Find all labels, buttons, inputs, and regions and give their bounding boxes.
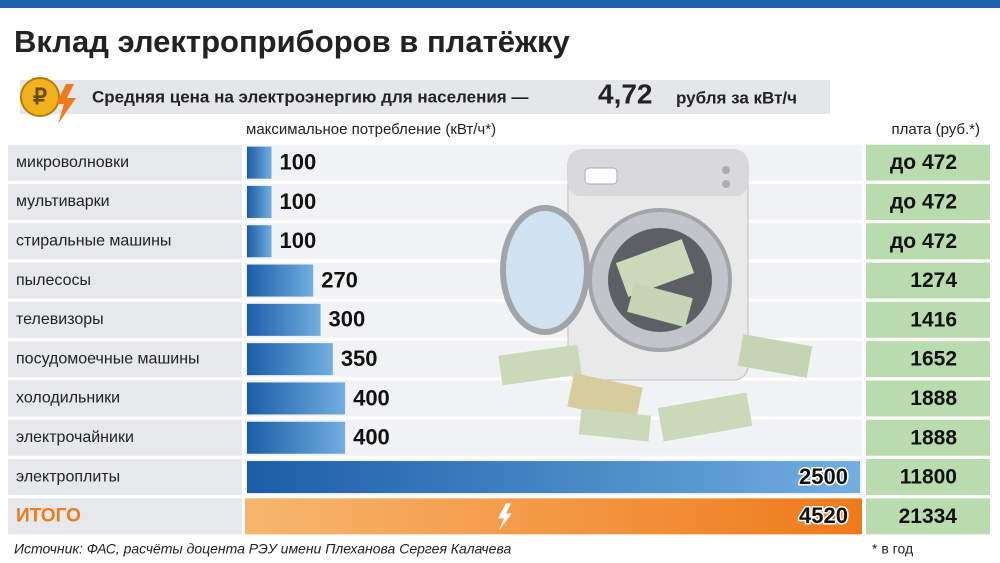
label-cell [8,144,242,181]
payment-cell [866,459,990,496]
label-cell [8,341,242,378]
payment-label: 1888 [910,387,957,410]
value-label: 270 [321,267,358,292]
bar [247,264,314,297]
value-label: 2500 [799,464,848,489]
payment-cell [866,380,990,417]
value-label: 100 [280,149,317,174]
value-label: 100 [280,228,317,253]
source: Источник: ФАС, расчёты доцента РЭУ имени… [14,541,511,557]
footnote: * в год [872,541,913,557]
bar-cell [245,380,862,417]
label-cell [8,380,242,417]
bar [247,185,272,218]
title: Вклад электроприборов в платёжку [14,24,571,59]
bar [247,461,860,494]
payment-label: 1416 [910,308,957,331]
category-label: мультиварки [16,193,110,210]
category-label: пылесосы [16,272,91,289]
coin-icon: ₽ [20,77,76,124]
payment-cell [866,262,990,299]
value-label: 300 [329,307,366,332]
category-label: электроплиты [16,468,120,485]
value-label: 100 [280,189,317,214]
payment-label: до 472 [890,151,957,174]
bar [247,343,333,376]
payment-cell [866,223,990,260]
price-unit: рубля за кВт/ч [676,88,797,107]
value-label: 400 [353,385,390,410]
label-cell [8,262,242,299]
axis-label: максимальное потребление (кВт/ч*) [246,121,496,138]
total-label-cell [8,498,242,535]
payment-label: 1888 [910,426,957,449]
bar [247,303,321,336]
subtitle: Средняя цена на электроэнергию для насел… [92,87,528,106]
bar [247,421,346,454]
payment-label: 1274 [910,269,957,292]
svg-text:₽: ₽ [33,84,47,109]
payment-label: до 472 [890,230,957,253]
label-cell [8,183,242,220]
payment-label: 1652 [910,348,957,371]
payment-label: 11800 [900,466,957,489]
payment-label: до 472 [890,190,957,213]
payment-cell [866,144,990,181]
label-cell [8,301,242,338]
category-label: электрочайники [16,429,134,446]
value-label: 350 [341,346,378,371]
category-label: стиральные машины [16,232,171,249]
value-label: 400 [353,425,390,450]
bar-cell [245,419,862,456]
bar [247,225,272,258]
total-value: 4520 [799,503,848,528]
payment-cell [866,183,990,220]
payment-cell [866,419,990,456]
category-label: холодильники [16,390,120,407]
total-payment-cell [866,498,990,535]
price-band [20,80,830,114]
total-label: ИТОГО [16,505,81,526]
total-band [245,498,862,535]
price: 4,72 [598,78,653,109]
bar-cell [245,144,862,181]
total-bolt [498,503,512,531]
bar [247,382,346,415]
washing-machine [498,149,813,442]
category-label: телевизоры [16,311,104,328]
payment-cell [866,341,990,378]
payment-cell [866,301,990,338]
category-label: посудомоечные машины [16,350,200,367]
label-cell [8,459,242,496]
label-cell [8,419,242,456]
payment-header: плата (руб.*) [891,121,980,138]
label-cell [8,223,242,260]
bar [247,146,272,179]
top-strip [0,0,1000,8]
category-label: микроволновки [16,154,129,171]
total-payment: 21334 [899,505,958,528]
